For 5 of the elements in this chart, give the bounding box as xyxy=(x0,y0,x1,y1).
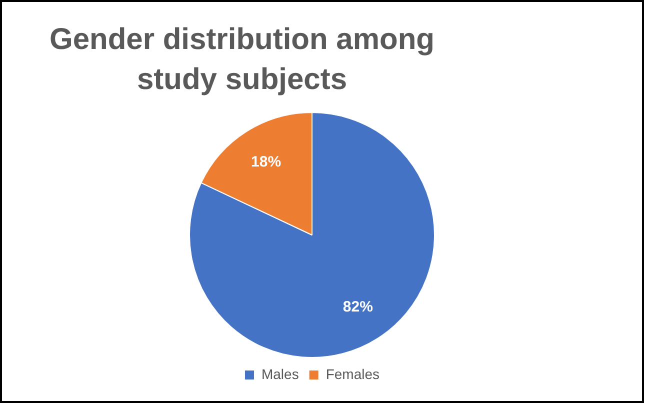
data-label: 18% xyxy=(251,154,282,171)
chart-title: Gender distribution among study subjects xyxy=(48,22,436,98)
legend-label: Females xyxy=(326,366,380,382)
legend-label: Males xyxy=(261,366,299,382)
data-label: 82% xyxy=(342,298,373,316)
